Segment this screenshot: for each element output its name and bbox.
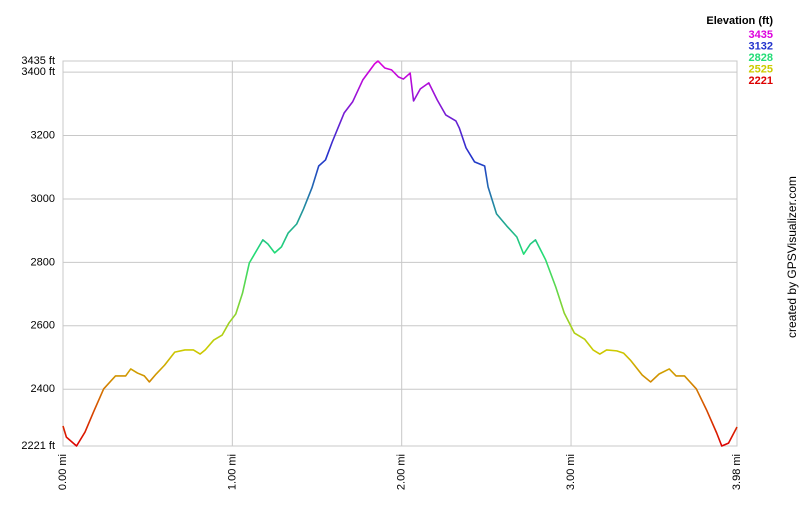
legend-entry: 2221 xyxy=(749,75,773,87)
legend-entry: 2525 xyxy=(749,63,773,75)
y-tick-label: 2600 xyxy=(31,320,55,332)
plot-frame xyxy=(62,60,738,447)
y-tick-label: 3200 xyxy=(31,129,55,141)
legend-entry: 3132 xyxy=(749,40,773,52)
y-tick-label: 2800 xyxy=(31,256,55,268)
x-tick-label: 0.00 mi xyxy=(57,454,69,490)
y-tick-label: 3400 ft xyxy=(21,66,55,78)
elevation-line xyxy=(62,60,738,447)
x-tick-label: 3.98 mi xyxy=(731,454,743,490)
y-tick-label: 2221 ft xyxy=(21,440,55,452)
x-tick-label: 3.00 mi xyxy=(565,454,577,490)
legend-entry: 3435 xyxy=(749,29,773,41)
y-tick-label: 3435 ft xyxy=(21,55,55,67)
x-tick-label: 1.00 mi xyxy=(226,454,238,490)
legend-title: Elevation (ft) xyxy=(706,15,773,27)
y-tick-label: 2400 xyxy=(31,383,55,395)
x-tick-label: 2.00 mi xyxy=(396,454,408,490)
y-tick-label: 3000 xyxy=(31,193,55,205)
credit: created by GPSVisualizer.com xyxy=(785,176,799,338)
legend-entry: 2828 xyxy=(749,52,773,64)
